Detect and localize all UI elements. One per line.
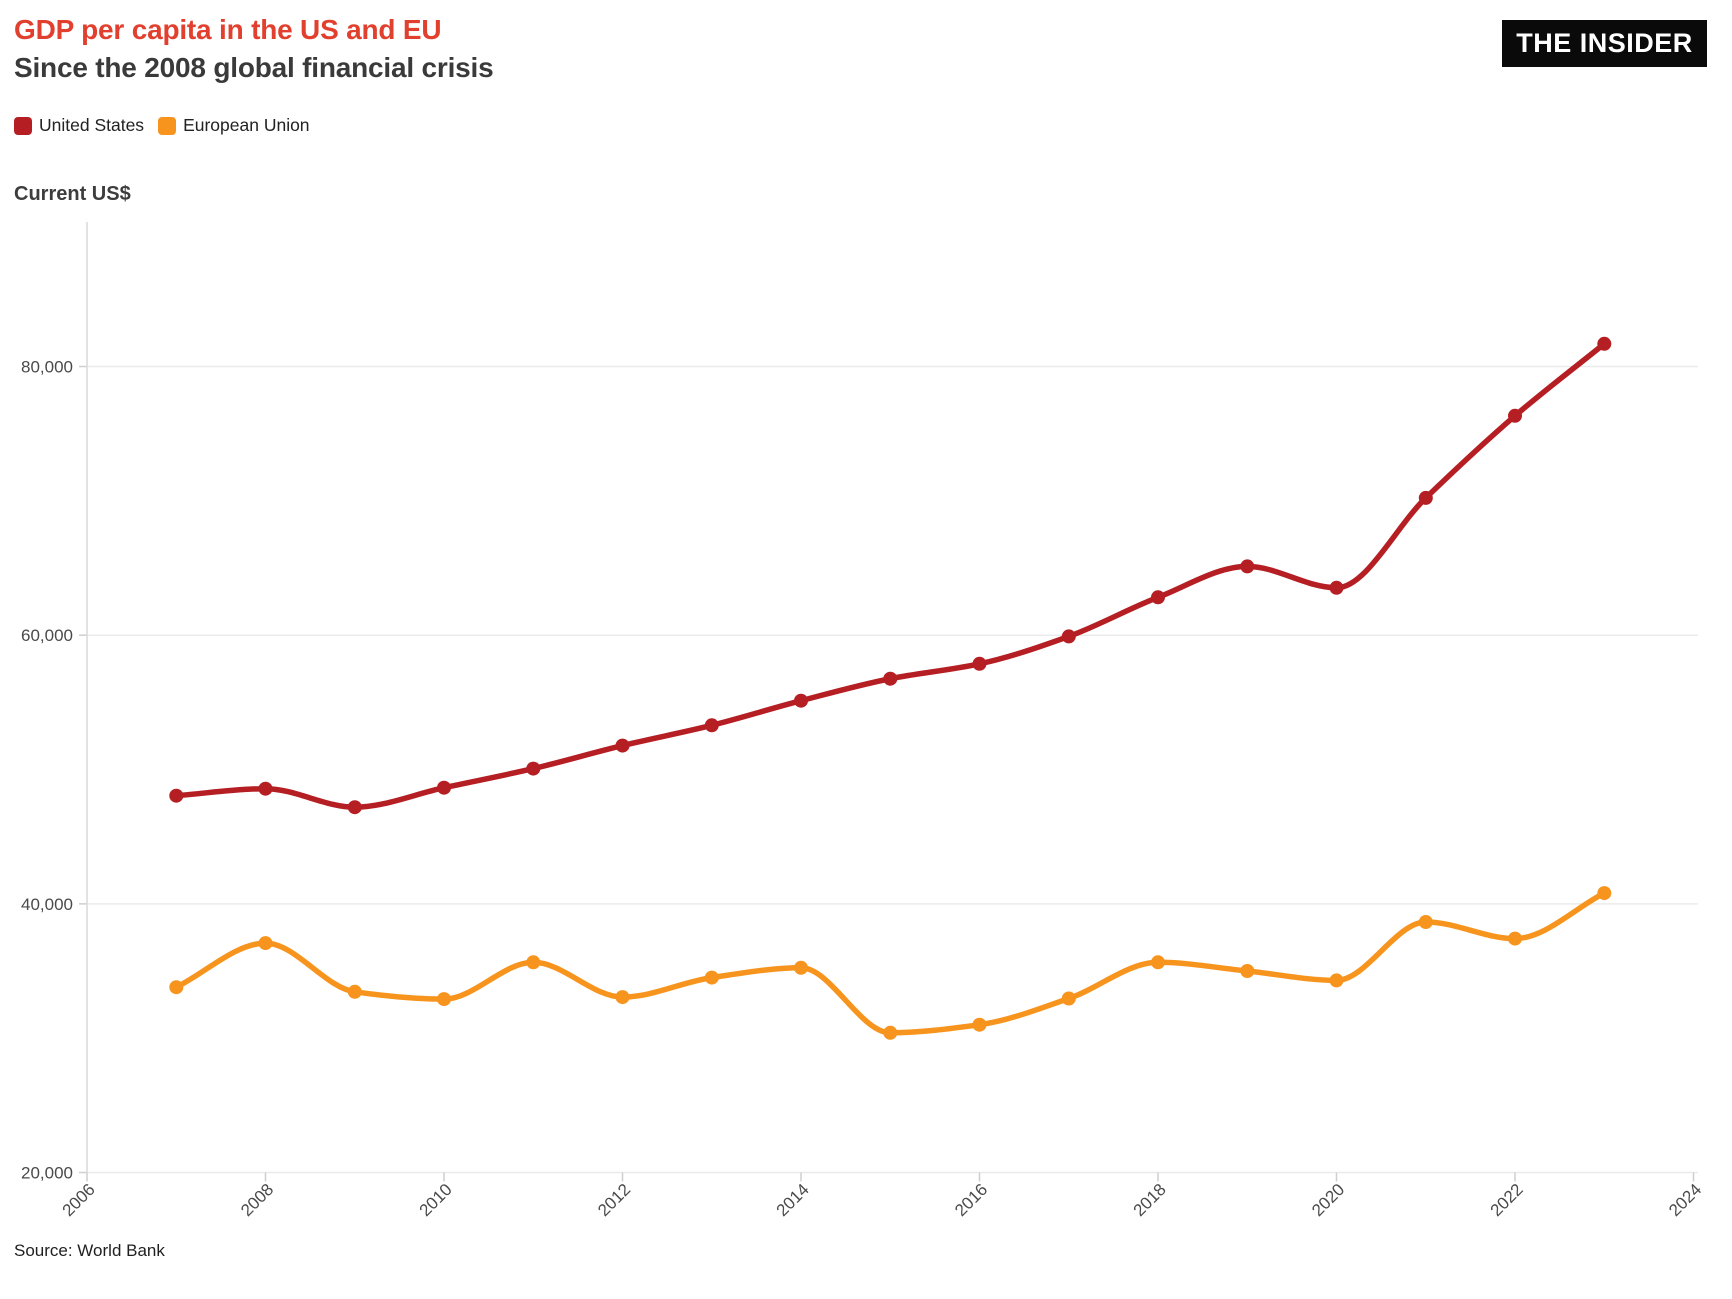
european-union-data-point — [1597, 886, 1612, 901]
legend-label-european-union: European Union — [183, 115, 310, 135]
european-union-data-point — [347, 984, 362, 999]
x-tick-label: 2006 — [59, 1180, 99, 1220]
united-states-data-point — [1061, 629, 1076, 644]
legend-swatch-european-union-icon — [158, 116, 177, 135]
united-states-data-point — [347, 800, 362, 815]
x-tick-label: 2016 — [951, 1180, 991, 1220]
european-union-data-point — [704, 970, 719, 985]
european-union-data-point — [526, 955, 541, 970]
united-states-data-point — [883, 671, 898, 686]
united-states-data-point — [1329, 580, 1344, 595]
page-subtitle: Since the 2008 global financial crisis — [14, 52, 494, 83]
european-union-data-point — [1418, 915, 1433, 929]
x-tick-label: 2010 — [416, 1180, 456, 1220]
x-tick-label: 2022 — [1487, 1180, 1527, 1220]
united-states-data-point — [437, 780, 451, 795]
x-tick-label: 2020 — [1308, 1180, 1348, 1220]
x-tick-label: 2008 — [237, 1180, 277, 1220]
legend-item-european-union: European Union — [158, 115, 310, 136]
european-union-data-point — [169, 980, 184, 995]
united-states-data-point — [794, 693, 808, 708]
x-tick-label: 2014 — [773, 1180, 813, 1220]
page-title: GDP per capita in the US and EU — [14, 14, 442, 45]
united-states-data-point — [1597, 336, 1612, 351]
united-states-data-point — [526, 761, 541, 776]
european-union-line — [173, 890, 1608, 1036]
united-states-data-point — [972, 656, 987, 671]
united-states-data-point — [1151, 590, 1165, 605]
european-union-data-point — [437, 992, 451, 1007]
source-credit: Source: World Bank — [14, 1241, 165, 1260]
x-tick-label: 2024 — [1665, 1180, 1705, 1220]
united-states-line — [173, 341, 1608, 810]
y-axis-title: Current US$ — [14, 183, 131, 205]
y-tick-label: 40,000 — [21, 895, 73, 914]
legend: United States European Union — [14, 115, 324, 136]
legend-item-united-states: United States — [14, 115, 144, 136]
x-tick-label: 2018 — [1130, 1180, 1170, 1220]
united-states-data-point — [1240, 559, 1255, 574]
y-tick-label: 20,000 — [21, 1164, 73, 1183]
european-union-data-point — [1329, 973, 1344, 988]
european-union-data-point — [1240, 964, 1255, 978]
legend-swatch-united-states-icon — [14, 116, 32, 135]
european-union-data-point — [794, 960, 808, 975]
x-tick-label: 2012 — [594, 1180, 634, 1220]
european-union-data-point — [1508, 931, 1522, 946]
brand-logo: THE INSIDER — [1502, 20, 1707, 67]
european-union-data-point — [883, 1025, 898, 1040]
european-union-data-point — [1151, 955, 1165, 970]
european-union-data-point — [258, 936, 273, 951]
y-tick-label: 60,000 — [21, 626, 73, 645]
legend-label-united-states: United States — [39, 115, 145, 135]
united-states-data-point — [615, 738, 630, 753]
united-states-data-point — [1418, 490, 1433, 505]
y-tick-label: 80,000 — [21, 358, 73, 377]
united-states-data-point — [1508, 408, 1522, 423]
european-union-data-point — [615, 990, 630, 1005]
united-states-data-point — [258, 781, 273, 796]
united-states-data-point — [704, 718, 719, 733]
european-union-data-point — [972, 1017, 987, 1032]
european-union-data-point — [1061, 991, 1076, 1006]
united-states-data-point — [169, 788, 184, 803]
